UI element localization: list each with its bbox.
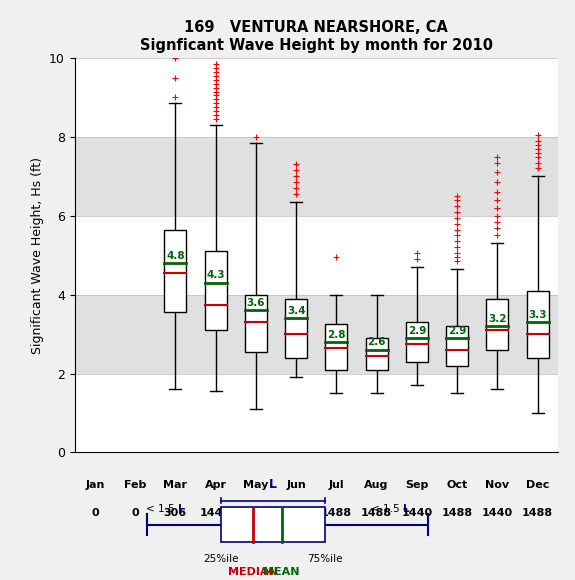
Title: 169   VENTURA NEARSHORE, CA
Signficant Wave Height by month for 2010: 169 VENTURA NEARSHORE, CA Signficant Wav… [140,20,493,53]
Text: Feb: Feb [124,480,146,490]
Text: 4.3: 4.3 [206,270,225,281]
Text: 1488: 1488 [522,508,553,517]
Text: Nov: Nov [485,480,509,490]
Text: 1488: 1488 [321,508,352,517]
Y-axis label: Significant Wave Height, Hs (ft): Significant Wave Height, Hs (ft) [30,157,44,354]
Text: < 1.5: < 1.5 [147,505,178,514]
Bar [406,322,428,362]
Bar [205,251,227,330]
Text: Sep: Sep [405,480,428,490]
Bar [75,137,558,216]
Bar [486,299,508,350]
Bar [285,299,307,358]
Text: Mar: Mar [163,480,187,490]
Bar [75,295,558,374]
Text: 75%ile: 75%ile [307,554,343,564]
Text: Jul: Jul [328,480,344,490]
Text: < 1.5: < 1.5 [371,505,402,514]
Text: MEDIAN: MEDIAN [228,567,278,577]
Text: Aug: Aug [365,480,389,490]
Text: 3.2: 3.2 [488,314,507,324]
Text: Dec: Dec [526,480,549,490]
Bar [527,291,549,358]
Text: May: May [243,480,269,490]
Text: 1440: 1440 [200,508,231,517]
Text: 0: 0 [91,508,99,517]
Bar [245,295,267,352]
Text: MEAN: MEAN [263,567,300,577]
Text: Apr: Apr [205,480,227,490]
Text: Jan: Jan [85,480,105,490]
Text: 3.3: 3.3 [528,310,547,320]
Text: 2.8: 2.8 [327,329,346,340]
Text: 1440: 1440 [482,508,513,517]
Text: 1488: 1488 [442,508,473,517]
Text: 2.9: 2.9 [408,325,426,336]
Text: 2.9: 2.9 [448,325,466,336]
Bar [325,324,347,369]
Text: 3.4: 3.4 [287,306,305,316]
Text: 2.6: 2.6 [367,338,386,347]
Bar [446,326,468,365]
Text: 4.8: 4.8 [166,251,185,261]
Text: Jun: Jun [286,480,306,490]
Text: 1488: 1488 [361,508,392,517]
Text: L: L [402,505,409,514]
Text: 1440: 1440 [401,508,432,517]
Text: 306: 306 [164,508,187,517]
Text: L: L [269,478,277,491]
Bar [164,230,186,313]
Text: 1488: 1488 [240,508,271,517]
Text: 1440: 1440 [281,508,312,517]
Bar [366,338,388,369]
Text: 25%ile: 25%ile [204,554,239,564]
Text: 3.6: 3.6 [247,298,265,308]
Text: L: L [178,505,185,514]
Text: Oct: Oct [447,480,467,490]
Text: 0: 0 [131,508,139,517]
